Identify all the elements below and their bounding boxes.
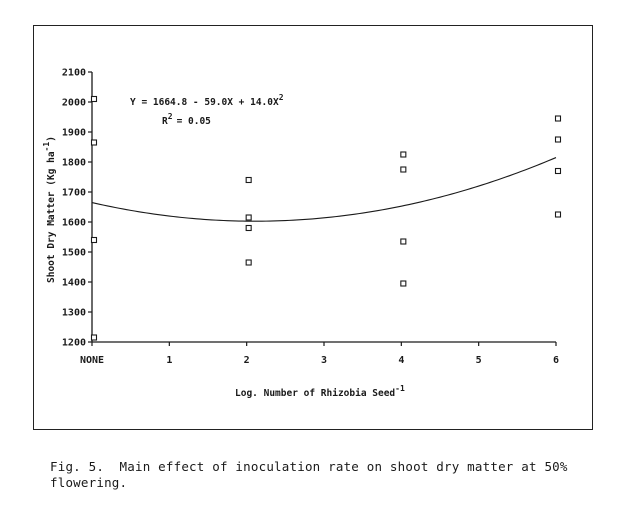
- x-axis-ticks: NONE 1 2 3 4 5 6: [80, 342, 559, 366]
- r-squared-label: R2 = 0.05: [162, 112, 211, 127]
- y-tick-label: 1700: [62, 188, 86, 199]
- data-point: [90, 139, 98, 146]
- figure-caption: Fig. 5. Main effect of inoculation rate …: [50, 459, 610, 491]
- data-point: [90, 236, 98, 244]
- fit-curve: [91, 157, 557, 222]
- caption-line-1: Fig. 5. Main effect of inoculation rate …: [50, 459, 568, 474]
- regression-equation: Y = 1664.8 - 59.0X + 14.0X2: [130, 93, 284, 108]
- regression-equation-text: Y = 1664.8 - 59.0X + 14.0X: [130, 97, 279, 108]
- x-tick-label: 2: [244, 355, 250, 366]
- regression-equation-superscript: 2: [279, 93, 284, 102]
- y-tick-label: 1800: [62, 158, 86, 169]
- x-tick-label: 4: [398, 355, 404, 366]
- y-axis-ticks: 1200 1300 1400 1500 1600 1700 1800 1900 2000 2100: [62, 68, 92, 349]
- y-tick-label: 1500: [62, 248, 86, 259]
- y-tick-label: 1600: [62, 218, 86, 229]
- data-point: [245, 214, 252, 221]
- data-point: [554, 115, 562, 122]
- y-tick-label: 1300: [62, 308, 86, 319]
- caption-line-2: flowering.: [50, 475, 128, 490]
- data-point: [400, 238, 407, 245]
- x-axis-title-text: Log. Number of Rhizobia Seed: [235, 388, 395, 399]
- x-tick-label: 6: [553, 355, 559, 366]
- data-point: [554, 136, 562, 143]
- y-axis-title-suffix: ): [46, 136, 57, 142]
- data-point: [245, 176, 252, 184]
- y-tick-label: 1200: [62, 338, 86, 349]
- y-tick-label: 1400: [62, 278, 86, 289]
- y-axis-title-superscript: -1: [42, 142, 51, 152]
- y-axis-title: Shoot Dry Matter (Kg ha-1): [42, 136, 57, 283]
- data-point: [554, 167, 562, 175]
- data-point: [245, 224, 252, 232]
- r-squared-symbol: R: [162, 116, 168, 127]
- data-point: [90, 95, 98, 103]
- data-point: [90, 334, 98, 341]
- x-tick-label: 1: [166, 355, 172, 366]
- x-tick-label: 3: [321, 355, 327, 366]
- data-point: [400, 166, 407, 173]
- x-axis-title: Log. Number of Rhizobia Seed-1: [235, 384, 405, 399]
- data-points: [90, 95, 562, 341]
- data-point: [400, 151, 407, 158]
- data-point: [554, 211, 562, 218]
- figure-frame: [33, 25, 593, 430]
- y-tick-label: 2100: [62, 68, 86, 79]
- data-point: [245, 259, 252, 266]
- data-point: [400, 280, 407, 287]
- x-axis-title-superscript: -1: [395, 384, 405, 393]
- y-tick-label: 2000: [62, 98, 86, 109]
- y-axis-title-text: Shoot Dry Matter (Kg ha: [46, 151, 57, 283]
- y-tick-label: 1900: [62, 128, 86, 139]
- r-squared-value: = 0.05: [177, 116, 212, 127]
- x-tick-label: 5: [476, 355, 482, 366]
- r-squared-superscript: 2: [168, 112, 173, 121]
- x-tick-label: NONE: [80, 355, 104, 366]
